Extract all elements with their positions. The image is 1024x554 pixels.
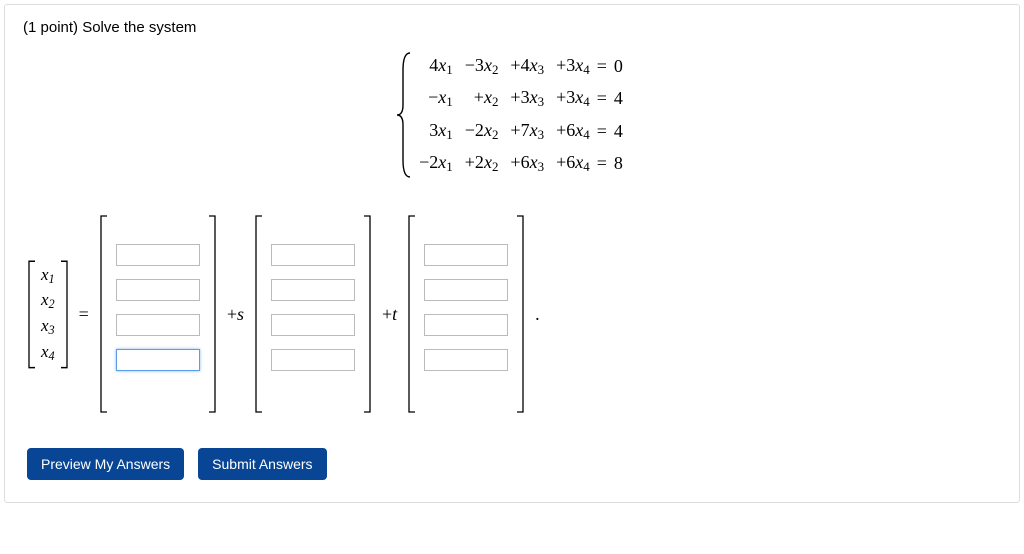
right-bracket-icon bbox=[207, 214, 217, 414]
coeff-cell: −x1 bbox=[413, 83, 459, 116]
coeff-cell: −2x2 bbox=[459, 115, 505, 148]
answer-input[interactable] bbox=[424, 279, 508, 301]
left-bracket-icon bbox=[99, 214, 109, 414]
answer-input[interactable] bbox=[116, 244, 200, 266]
coeff-cell: +3x4 bbox=[550, 83, 596, 116]
coeff-cell: 4x1 bbox=[413, 50, 459, 83]
trailing-period: . bbox=[531, 304, 544, 325]
equals-sign: = bbox=[75, 304, 93, 325]
answer-input[interactable] bbox=[116, 349, 200, 371]
var-label: x2 bbox=[41, 290, 55, 312]
answer-input[interactable] bbox=[271, 279, 355, 301]
answer-input[interactable] bbox=[424, 349, 508, 371]
coeff-cell: +x2 bbox=[459, 83, 505, 116]
equals-cell: = bbox=[596, 115, 608, 148]
point-value: (1 point) bbox=[23, 19, 78, 36]
left-bracket-icon bbox=[407, 214, 417, 414]
answer-input[interactable] bbox=[116, 279, 200, 301]
variable-vector: x1 x2 x3 x4 bbox=[27, 259, 69, 370]
coeff-cell: +2x2 bbox=[459, 148, 505, 181]
rhs-cell: 4 bbox=[608, 83, 629, 116]
answer-input[interactable] bbox=[424, 244, 508, 266]
plus-t-label: +t bbox=[378, 304, 401, 325]
system-row: 4x1 −3x2 +4x3 +3x4 = 0 bbox=[413, 50, 629, 83]
answer-input[interactable] bbox=[116, 314, 200, 336]
right-bracket-icon bbox=[362, 214, 372, 414]
coeff-cell: 3x1 bbox=[413, 115, 459, 148]
coeff-cell: +6x4 bbox=[550, 115, 596, 148]
rhs-cell: 0 bbox=[608, 50, 629, 83]
system-row: 3x1 −2x2 +7x3 +6x4 = 4 bbox=[413, 115, 629, 148]
left-bracket-icon bbox=[254, 214, 264, 414]
rhs-cell: 4 bbox=[608, 115, 629, 148]
submit-answers-button[interactable]: Submit Answers bbox=[198, 448, 326, 480]
right-bracket-icon bbox=[59, 259, 69, 370]
equals-cell: = bbox=[596, 50, 608, 83]
answer-row: x1 x2 x3 x4 = +s bbox=[27, 214, 1001, 414]
question-container: (1 point) Solve the system 4x1 −3x2 +4x3… bbox=[4, 4, 1020, 503]
preview-answers-button[interactable]: Preview My Answers bbox=[27, 448, 184, 480]
answer-vector-1 bbox=[99, 214, 217, 414]
var-label: x1 bbox=[41, 265, 55, 287]
answer-input[interactable] bbox=[271, 244, 355, 266]
var-label: x3 bbox=[41, 316, 55, 338]
coeff-cell: +4x3 bbox=[504, 50, 550, 83]
coeff-cell: +3x3 bbox=[504, 83, 550, 116]
right-bracket-icon bbox=[515, 214, 525, 414]
button-row: Preview My Answers Submit Answers bbox=[27, 448, 1001, 480]
answer-input[interactable] bbox=[271, 349, 355, 371]
system-row: −x1 +x2 +3x3 +3x4 = 4 bbox=[413, 83, 629, 116]
answer-vector-2 bbox=[254, 214, 372, 414]
system-table: 4x1 −3x2 +4x3 +3x4 = 0 −x1 +x2 +3x3 +3x4… bbox=[413, 50, 629, 180]
coeff-cell: +6x4 bbox=[550, 148, 596, 181]
left-brace-icon bbox=[395, 50, 413, 180]
answer-input[interactable] bbox=[271, 314, 355, 336]
prompt-text: Solve the system bbox=[82, 19, 196, 36]
coeff-cell: +6x3 bbox=[504, 148, 550, 181]
answer-input[interactable] bbox=[424, 314, 508, 336]
coeff-cell: −3x2 bbox=[459, 50, 505, 83]
coeff-cell: +7x3 bbox=[504, 115, 550, 148]
plus-s-label: +s bbox=[223, 304, 248, 325]
coeff-cell: +3x4 bbox=[550, 50, 596, 83]
equals-cell: = bbox=[596, 83, 608, 116]
prompt-line: (1 point) Solve the system bbox=[23, 19, 1001, 36]
equation-system: 4x1 −3x2 +4x3 +3x4 = 0 −x1 +x2 +3x3 +3x4… bbox=[23, 50, 1001, 180]
system-row: −2x1 +2x2 +6x3 +6x4 = 8 bbox=[413, 148, 629, 181]
rhs-cell: 8 bbox=[608, 148, 629, 181]
coeff-cell: −2x1 bbox=[413, 148, 459, 181]
left-bracket-icon bbox=[27, 259, 37, 370]
equals-cell: = bbox=[596, 148, 608, 181]
answer-vector-3 bbox=[407, 214, 525, 414]
var-label: x4 bbox=[41, 342, 55, 364]
